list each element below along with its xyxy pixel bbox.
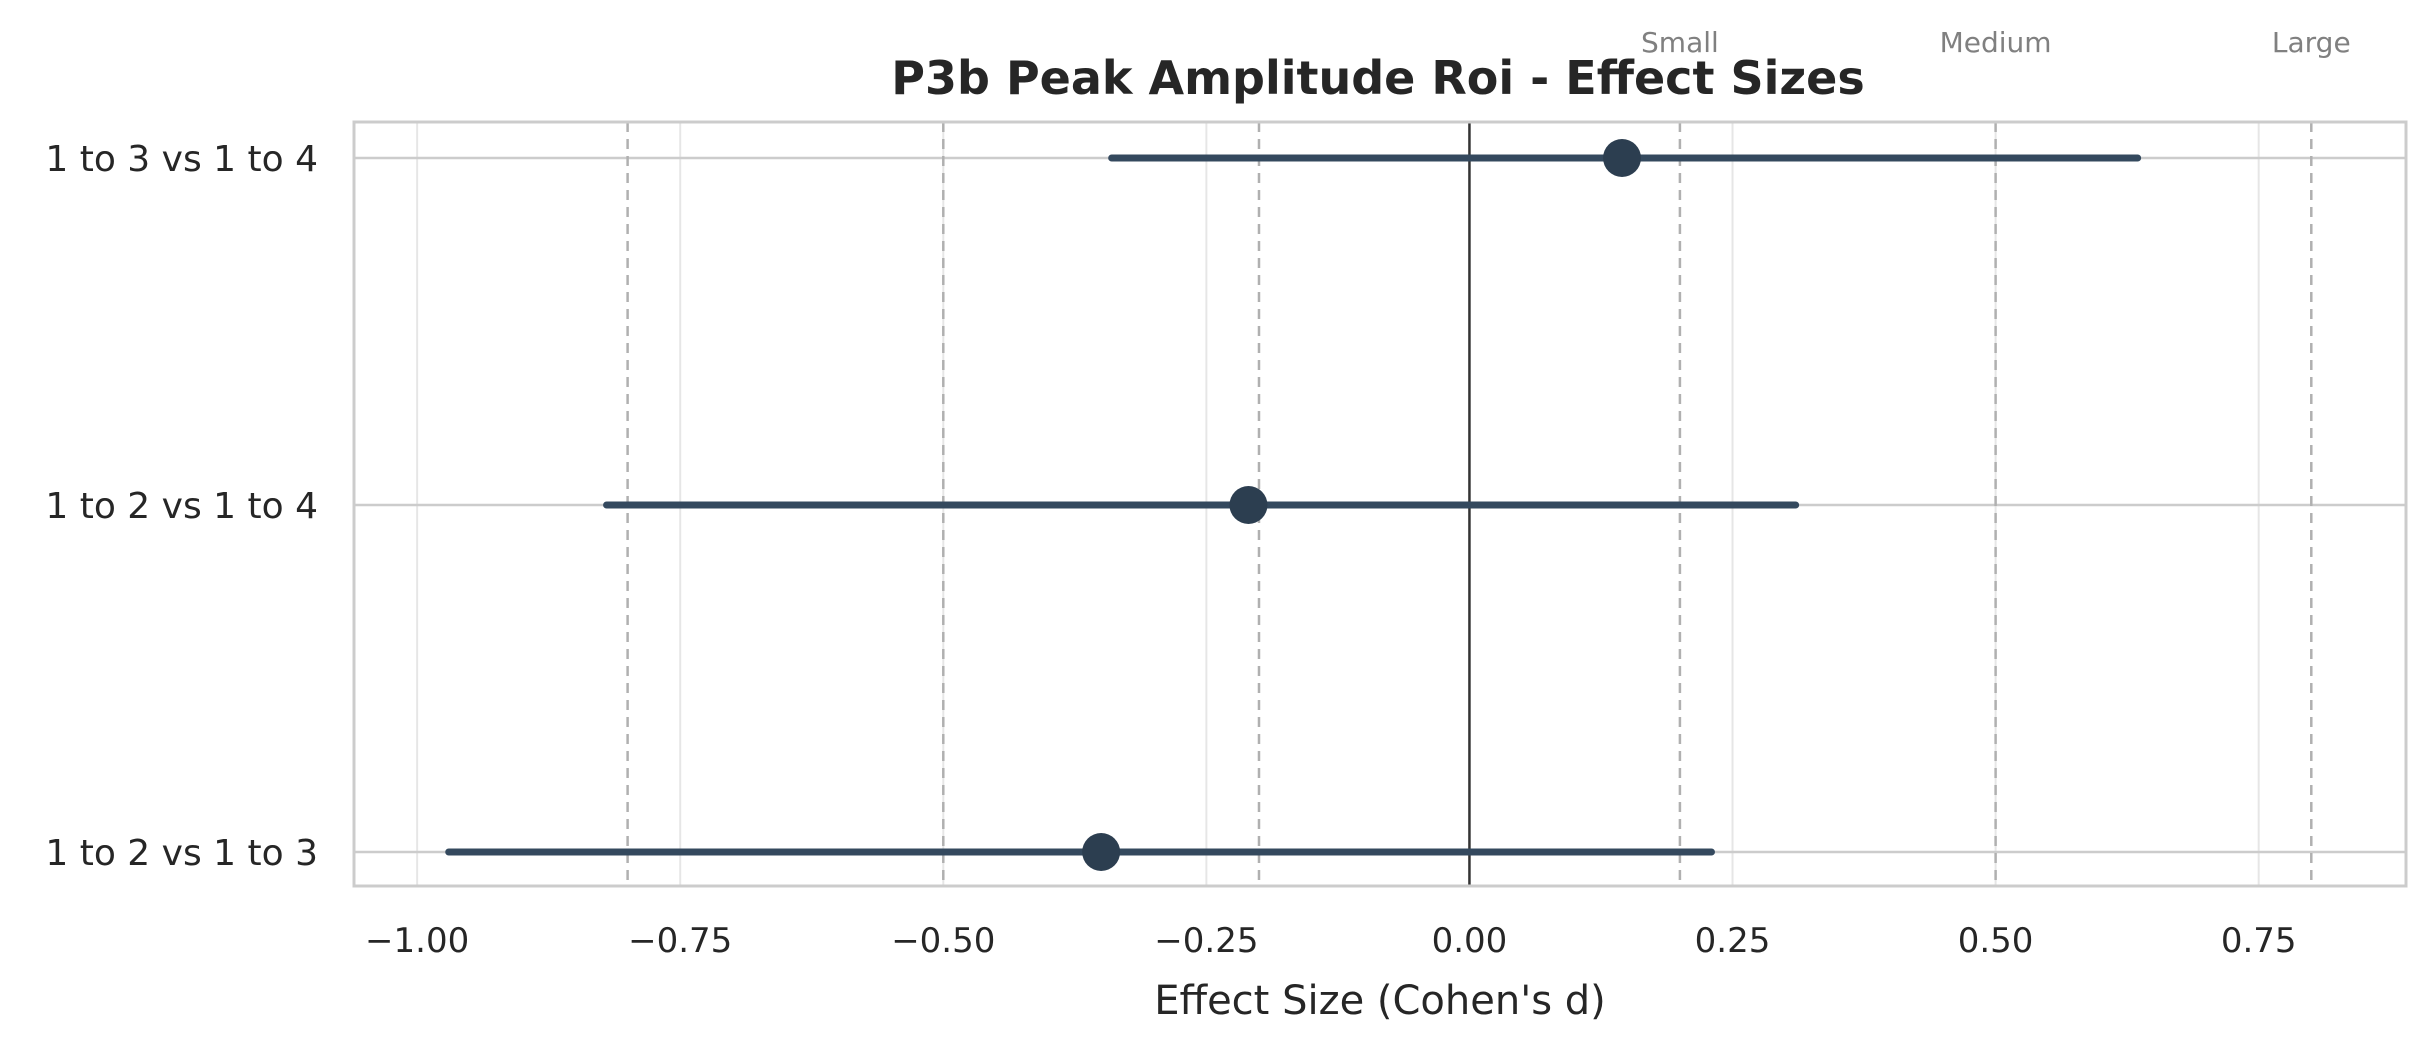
category-label: 1 to 3 vs 1 to 4	[45, 139, 318, 180]
effect-size-point	[1229, 486, 1268, 524]
x-tick-label: 0.75	[2221, 921, 2297, 961]
data-layer	[445, 139, 2142, 871]
category-label: 1 to 2 vs 1 to 4	[45, 486, 318, 527]
x-tick-label: −1.00	[365, 921, 469, 961]
x-tick-label: 0.50	[1958, 921, 2034, 961]
x-tick-label: −0.25	[1154, 921, 1258, 961]
effect-size-point	[1603, 139, 1642, 177]
reference-label: Large	[2272, 26, 2351, 59]
plot-frame	[352, 120, 2408, 888]
category-label: 1 to 2 vs 1 to 3	[45, 833, 318, 874]
x-tick-label: 0.00	[1432, 921, 1508, 961]
reference-label: Medium	[1940, 26, 2052, 59]
chart-title: P3b Peak Amplitude Roi - Effect Sizes	[891, 51, 1864, 105]
x-tick-label: −0.50	[891, 921, 995, 961]
effect-size-point	[1082, 833, 1121, 871]
x-axis-label: Effect Size (Cohen's d)	[1154, 978, 1606, 1024]
x-tick-label: 0.25	[1695, 921, 1771, 961]
frame-layer	[352, 120, 2408, 888]
text-layer: P3b Peak Amplitude Roi - Effect Sizes Ef…	[45, 26, 2350, 1024]
x-tick-label: −0.75	[628, 921, 732, 961]
reference-label: Small	[1641, 26, 1719, 59]
